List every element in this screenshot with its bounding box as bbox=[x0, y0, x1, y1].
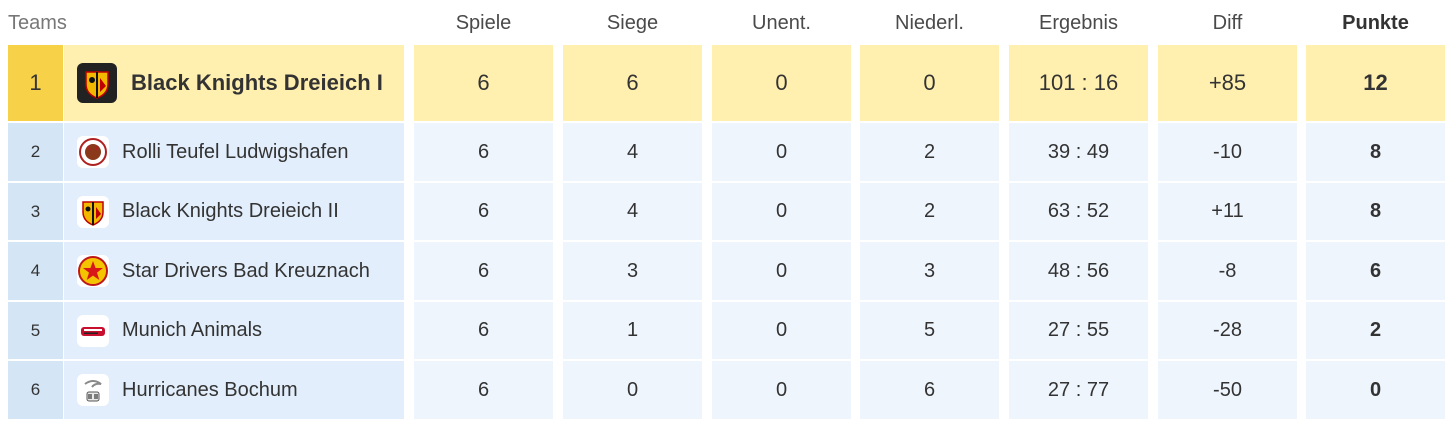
niederl-cell: 5 bbox=[860, 302, 999, 359]
team-cell[interactable]: Black Knights Dreieich II bbox=[64, 183, 404, 240]
unent-cell: 0 bbox=[712, 361, 851, 419]
rank-cell: 1 bbox=[8, 45, 63, 121]
team-name[interactable]: Black Knights Dreieich I bbox=[131, 70, 383, 95]
spiele-cell: 6 bbox=[414, 242, 553, 300]
header-ergebnis[interactable]: Ergebnis bbox=[1039, 12, 1118, 34]
diff-cell: +85 bbox=[1158, 45, 1297, 121]
niederl-cell: 3 bbox=[860, 242, 999, 300]
siege-cell: 0 bbox=[563, 361, 702, 419]
team-cell[interactable]: Hurricanes Bochum bbox=[64, 361, 404, 419]
hurricanes-logo-icon bbox=[77, 374, 109, 406]
table-header: Teams Spiele Siege Unent. Niederl. Ergeb… bbox=[0, 0, 1452, 44]
munich-animals-logo-icon bbox=[77, 314, 109, 347]
header-spiele[interactable]: Spiele bbox=[455, 12, 512, 34]
team-cell[interactable]: Rolli Teufel Ludwigshafen bbox=[64, 123, 404, 181]
punkte-cell: 2 bbox=[1306, 302, 1445, 359]
siege-cell: 4 bbox=[563, 123, 702, 181]
spiele-cell: 6 bbox=[414, 45, 553, 121]
header-teams: Teams bbox=[8, 12, 67, 34]
ergebnis-cell: 63 : 52 bbox=[1009, 183, 1148, 240]
ergebnis-cell: 39 : 49 bbox=[1009, 123, 1148, 181]
siege-cell: 3 bbox=[563, 242, 702, 300]
unent-cell: 0 bbox=[712, 242, 851, 300]
black-knights-logo-icon bbox=[77, 195, 109, 228]
team-cell[interactable]: Munich Animals bbox=[64, 302, 404, 359]
table-row[interactable]: 2 Rolli Teufel Ludwigshafen 6 4 0 2 39 :… bbox=[0, 123, 1452, 181]
ergebnis-cell: 101 : 16 bbox=[1009, 45, 1148, 121]
punkte-cell: 0 bbox=[1306, 361, 1445, 419]
header-siege[interactable]: Siege bbox=[606, 12, 659, 34]
diff-cell: -28 bbox=[1158, 302, 1297, 359]
siege-cell: 4 bbox=[563, 183, 702, 240]
rank-cell: 6 bbox=[8, 361, 63, 419]
diff-cell: -8 bbox=[1158, 242, 1297, 300]
niederl-cell: 2 bbox=[860, 183, 999, 240]
rank-cell: 4 bbox=[8, 242, 63, 300]
siege-cell: 1 bbox=[563, 302, 702, 359]
team-name[interactable]: Rolli Teufel Ludwigshafen bbox=[122, 140, 349, 163]
punkte-cell: 6 bbox=[1306, 242, 1445, 300]
table-row[interactable]: 3 Black Knights Dreieich II 6 4 0 2 63 :… bbox=[0, 183, 1452, 240]
table-row[interactable]: 4 Star Drivers Bad Kreuznach 6 3 0 3 48 … bbox=[0, 242, 1452, 300]
niederl-cell: 0 bbox=[860, 45, 999, 121]
unent-cell: 0 bbox=[712, 183, 851, 240]
ergebnis-cell: 27 : 77 bbox=[1009, 361, 1148, 419]
siege-cell: 6 bbox=[563, 45, 702, 121]
team-name[interactable]: Black Knights Dreieich II bbox=[122, 200, 339, 222]
rank-cell: 3 bbox=[8, 183, 63, 240]
spiele-cell: 6 bbox=[414, 123, 553, 181]
niederl-cell: 6 bbox=[860, 361, 999, 419]
punkte-cell: 8 bbox=[1306, 183, 1445, 240]
diff-cell: -10 bbox=[1158, 123, 1297, 181]
star-drivers-logo-icon bbox=[77, 255, 109, 287]
diff-cell: +11 bbox=[1158, 183, 1297, 240]
rank-cell: 5 bbox=[8, 302, 63, 359]
table-row[interactable]: 1 Black Knights Dreieich I 6 6 0 0 101 :… bbox=[0, 45, 1452, 121]
diff-cell: -50 bbox=[1158, 361, 1297, 419]
team-name[interactable]: Munich Animals bbox=[122, 319, 263, 341]
team-name[interactable]: Star Drivers Bad Kreuznach bbox=[122, 259, 370, 282]
table-row[interactable]: 6 Hurricanes Bochum 6 0 0 6 27 : 77 -50 … bbox=[0, 361, 1452, 419]
punkte-cell: 12 bbox=[1306, 45, 1445, 121]
team-cell[interactable]: Black Knights Dreieich I bbox=[64, 45, 404, 121]
header-diff[interactable]: Diff bbox=[1212, 12, 1243, 34]
team-cell[interactable]: Star Drivers Bad Kreuznach bbox=[64, 242, 404, 300]
ergebnis-cell: 27 : 55 bbox=[1009, 302, 1148, 359]
unent-cell: 0 bbox=[712, 123, 851, 181]
header-punkte[interactable]: Punkte bbox=[1342, 12, 1409, 34]
black-knights-logo-icon bbox=[77, 63, 117, 103]
punkte-cell: 8 bbox=[1306, 123, 1445, 181]
unent-cell: 0 bbox=[712, 45, 851, 121]
ergebnis-cell: 48 : 56 bbox=[1009, 242, 1148, 300]
team-name[interactable]: Hurricanes Bochum bbox=[122, 378, 298, 401]
spiele-cell: 6 bbox=[414, 302, 553, 359]
rank-cell: 2 bbox=[8, 123, 63, 181]
header-niederl[interactable]: Niederl. bbox=[895, 12, 964, 34]
table-row[interactable]: 5 Munich Animals 6 1 0 5 27 : 55 -28 2 bbox=[0, 302, 1452, 359]
spiele-cell: 6 bbox=[414, 361, 553, 419]
header-unent[interactable]: Unent. bbox=[752, 12, 811, 34]
rolli-teufel-logo-icon bbox=[77, 136, 109, 168]
unent-cell: 0 bbox=[712, 302, 851, 359]
niederl-cell: 2 bbox=[860, 123, 999, 181]
spiele-cell: 6 bbox=[414, 183, 553, 240]
